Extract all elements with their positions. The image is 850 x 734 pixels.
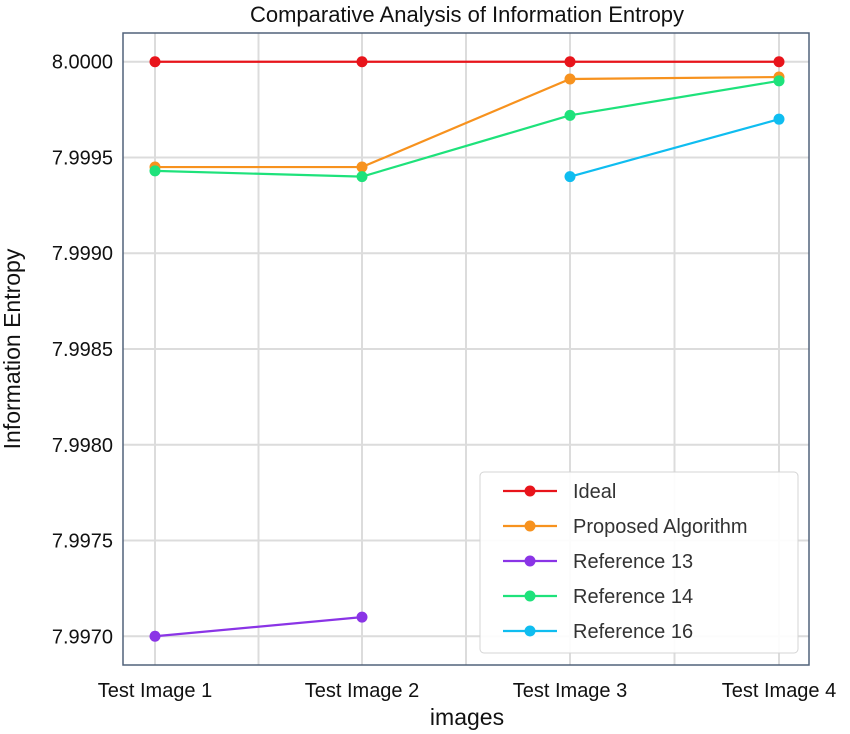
- series-reference-14: [149, 75, 785, 183]
- series-reference-16: [564, 113, 785, 183]
- series-ideal: [149, 56, 785, 68]
- data-point: [356, 611, 368, 623]
- series-line: [154, 616, 363, 638]
- y-tick-label: 7.9995: [52, 147, 113, 169]
- legend-label: Reference 14: [573, 586, 693, 608]
- data-point: [356, 56, 368, 68]
- series-layer: [149, 56, 785, 642]
- legend-item: Ideal: [503, 481, 616, 503]
- y-axis-label: Information Entropy: [0, 248, 25, 449]
- legend-item: Reference 13: [503, 551, 693, 573]
- data-point: [564, 73, 576, 85]
- x-tick-labels: Test Image 1 Test Image 2 Test Image 3 Test…: [98, 680, 837, 702]
- data-point: [564, 109, 576, 121]
- legend-label: Reference 13: [573, 551, 693, 573]
- data-point: [773, 113, 785, 125]
- legend-item: Reference 16: [503, 621, 693, 643]
- legend-label: Reference 16: [573, 621, 693, 643]
- series-line: [569, 118, 780, 178]
- x-tick-label: Test Image 2: [305, 680, 420, 702]
- data-point: [149, 165, 161, 177]
- x-axis-label: images: [430, 704, 504, 730]
- legend-marker: [524, 485, 536, 497]
- series-line: [154, 79, 780, 178]
- y-tick-label: 8.0000: [52, 52, 113, 74]
- data-point: [356, 161, 368, 173]
- legend-item: Reference 14: [503, 586, 693, 608]
- data-point: [773, 56, 785, 68]
- legend: Ideal Proposed Algorithm Reference 13 Refer…: [479, 471, 799, 654]
- data-point: [356, 171, 368, 183]
- y-tick-label: 7.9970: [52, 626, 113, 648]
- data-point: [149, 630, 161, 642]
- x-tick-label: Test Image 1: [98, 680, 213, 702]
- y-tick-labels: 7.9970 7.9975 7.9980 7.9985 7.9990 7.9995 8.00…: [52, 52, 113, 649]
- legend-marker: [524, 590, 536, 602]
- plot-frame: [122, 32, 810, 666]
- data-point: [564, 56, 576, 68]
- x-tick-label: Test Image 3: [513, 680, 628, 702]
- data-point: [773, 75, 785, 87]
- series-line: [155, 75, 780, 169]
- legend-box: [479, 471, 799, 654]
- data-point: [564, 171, 576, 183]
- legend-marker: [524, 625, 536, 637]
- legend-marker: [524, 555, 536, 567]
- legend-label: Proposed Algorithm: [573, 516, 748, 538]
- y-tick-label: 7.9990: [52, 243, 113, 265]
- y-tick-label: 7.9985: [52, 339, 113, 361]
- legend-marker: [524, 520, 536, 532]
- legend-label: Ideal: [573, 481, 616, 503]
- chart-title: Comparative Analysis of Information Entr…: [250, 2, 684, 27]
- y-tick-label: 7.9980: [52, 435, 113, 457]
- series-reference-13: [149, 611, 368, 642]
- x-tick-label: Test Image 4: [722, 680, 837, 702]
- y-tick-label: 7.9975: [52, 531, 113, 553]
- legend-item: Proposed Algorithm: [503, 516, 748, 538]
- data-point: [149, 56, 161, 68]
